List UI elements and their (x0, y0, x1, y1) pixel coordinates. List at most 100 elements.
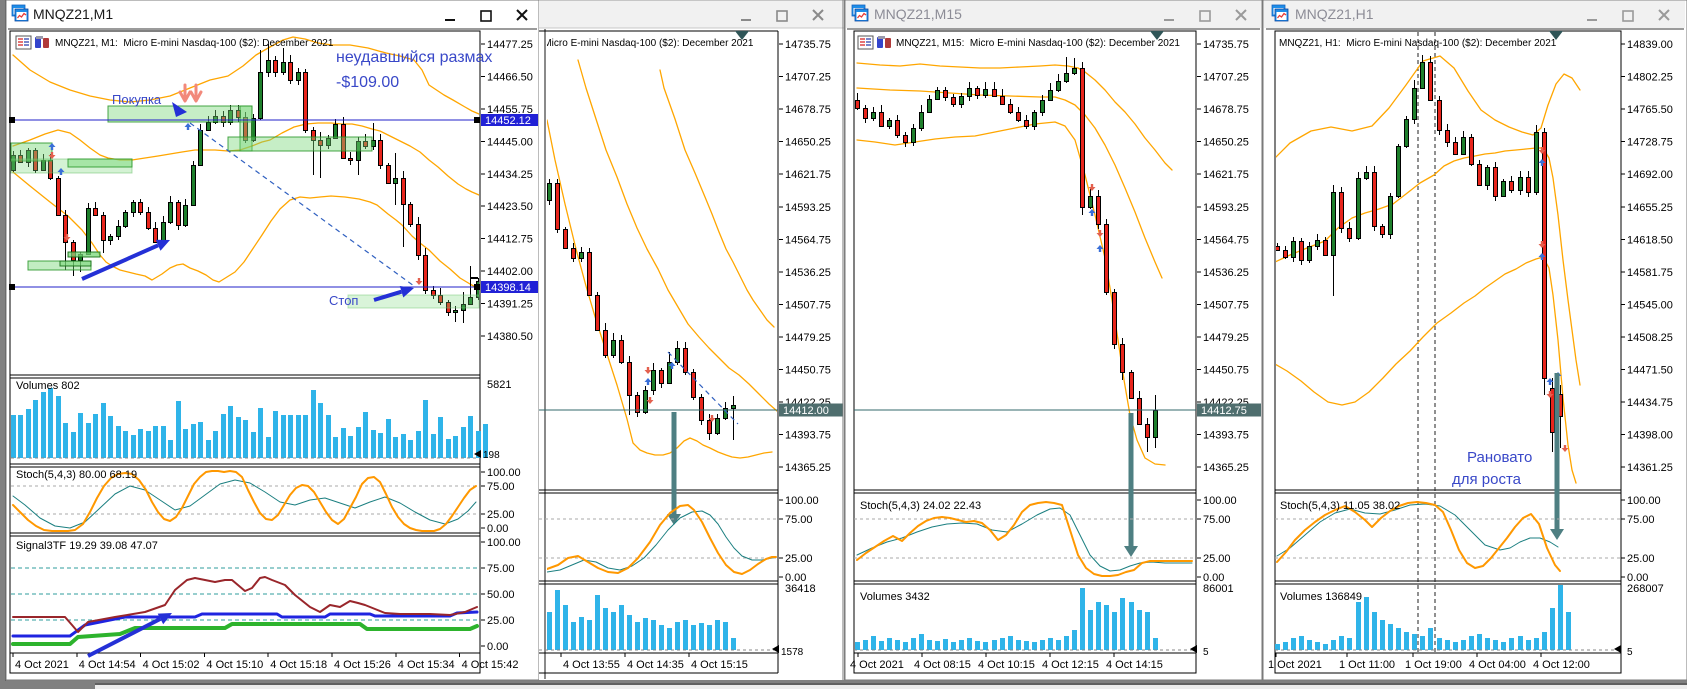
svg-text:14450.75: 14450.75 (785, 365, 831, 377)
svg-text:14452.12: 14452.12 (485, 115, 531, 127)
svg-text:4 Oct 15:02: 4 Oct 15:02 (143, 659, 200, 671)
svg-text:4 Oct 15:26: 4 Oct 15:26 (334, 659, 391, 671)
svg-text:Volumes 3432: Volumes 3432 (860, 591, 930, 603)
svg-text:14393.75: 14393.75 (785, 430, 831, 442)
svg-text:14650.25: 14650.25 (785, 137, 831, 149)
svg-text:0.00: 0.00 (785, 572, 806, 584)
svg-text:75.00: 75.00 (487, 481, 515, 493)
svg-text:14618.50: 14618.50 (1627, 234, 1673, 246)
svg-text:-$109.00: -$109.00 (336, 74, 399, 91)
svg-text:14839.00: 14839.00 (1627, 39, 1673, 51)
svg-text:14564.75: 14564.75 (785, 234, 831, 246)
svg-text:75.00: 75.00 (487, 563, 515, 575)
svg-text:14655.25: 14655.25 (1627, 202, 1673, 214)
svg-text:Volumes 136849: Volumes 136849 (1280, 591, 1362, 603)
svg-text:0.00: 0.00 (487, 641, 508, 653)
svg-text:1 Oct 11:00: 1 Oct 11:00 (1339, 659, 1395, 671)
svg-text:MNQZ21, H1: Micro E-mini Nasd: MNQZ21, H1: Micro E-mini Nasdaq-100 ($2)… (1279, 38, 1557, 49)
svg-text:14391.25: 14391.25 (487, 299, 533, 311)
svg-text:1 Oct 19:00: 1 Oct 19:00 (1405, 659, 1462, 671)
svg-text:Stoch(5,4,3) 80.00 68.19: Stoch(5,4,3) 80.00 68.19 (16, 469, 137, 481)
svg-text:25.00: 25.00 (487, 615, 515, 627)
svg-text:75.00: 75.00 (785, 514, 813, 526)
svg-text:268007: 268007 (1627, 583, 1664, 595)
svg-text:100.00: 100.00 (487, 537, 521, 549)
svg-text:для роста: для роста (1452, 471, 1522, 488)
svg-text:14621.75: 14621.75 (1203, 169, 1249, 181)
svg-text:14536.25: 14536.25 (785, 267, 831, 279)
svg-text:14434.75: 14434.75 (1627, 397, 1673, 409)
svg-text:Stoch(5,4,3) 24.02 22.43: Stoch(5,4,3) 24.02 22.43 (860, 500, 981, 512)
svg-text:14735.75: 14735.75 (785, 39, 831, 51)
svg-text:4 Oct 14:54: 4 Oct 14:54 (79, 659, 136, 671)
svg-text:14466.50: 14466.50 (487, 71, 533, 83)
svg-text:14735.75: 14735.75 (1203, 39, 1249, 51)
svg-text:14765.50: 14765.50 (1627, 104, 1673, 116)
svg-text:100.00: 100.00 (487, 467, 521, 479)
svg-text:50.00: 50.00 (487, 589, 515, 601)
svg-text:Рановато: Рановато (1467, 449, 1532, 466)
svg-text:14692.00: 14692.00 (1627, 169, 1673, 181)
svg-text:Стоп: Стоп (329, 293, 358, 308)
svg-text:MNQZ21,M1: MNQZ21,M1 (33, 6, 113, 22)
svg-text:14450.75: 14450.75 (1203, 365, 1249, 377)
svg-text:25.00: 25.00 (487, 509, 515, 521)
svg-text:14650.25: 14650.25 (1203, 137, 1249, 149)
svg-text:14477.25: 14477.25 (487, 39, 533, 51)
svg-text:14545.00: 14545.00 (1627, 299, 1673, 311)
svg-text:14412.75: 14412.75 (487, 234, 533, 246)
svg-text:4 Oct 12:00: 4 Oct 12:00 (1533, 659, 1590, 671)
svg-text:Stoch(5,4,3) 11.05 38.02: Stoch(5,4,3) 11.05 38.02 (1280, 500, 1400, 512)
svg-text:14802.25: 14802.25 (1627, 72, 1673, 84)
svg-text:MNQZ21,H1: MNQZ21,H1 (1295, 6, 1374, 22)
svg-text:MNQZ21,M15: MNQZ21,M15 (874, 6, 962, 22)
svg-text:14479.25: 14479.25 (1203, 332, 1249, 344)
svg-text:4 Oct 2021: 4 Oct 2021 (850, 659, 904, 671)
svg-text:4 Oct 08:15: 4 Oct 08:15 (914, 659, 971, 671)
svg-text:0.00: 0.00 (1203, 572, 1224, 584)
svg-text:14361.25: 14361.25 (1627, 462, 1673, 474)
svg-text:14707.25: 14707.25 (1203, 72, 1249, 84)
svg-text:4 Oct 2021: 4 Oct 2021 (15, 659, 69, 671)
svg-text:14621.75: 14621.75 (785, 169, 831, 181)
svg-text:75.00: 75.00 (1203, 514, 1231, 526)
svg-text:14393.75: 14393.75 (1203, 430, 1249, 442)
svg-text:Volumes 802: Volumes 802 (16, 380, 80, 392)
svg-text:4 Oct 15:42: 4 Oct 15:42 (462, 659, 519, 671)
svg-text:1 Oct 2021: 1 Oct 2021 (1268, 659, 1322, 671)
svg-text:MNQZ21, M5: Micro E-mini Nasd: MNQZ21, M5: Micro E-mini Nasdaq-100 ($2)… (475, 38, 754, 49)
svg-text:14678.75: 14678.75 (1203, 104, 1249, 116)
svg-text:14507.75: 14507.75 (785, 299, 831, 311)
svg-text:14508.25: 14508.25 (1627, 332, 1673, 344)
svg-text:1578: 1578 (781, 647, 804, 658)
svg-text:14479.25: 14479.25 (785, 332, 831, 344)
svg-text:4 Oct 10:15: 4 Oct 10:15 (978, 659, 1035, 671)
svg-text:14445.00: 14445.00 (487, 136, 533, 148)
svg-text:100.00: 100.00 (1203, 495, 1237, 507)
svg-text:100.00: 100.00 (1627, 495, 1661, 507)
svg-text:4 Oct 12:15: 4 Oct 12:15 (1042, 659, 1099, 671)
svg-text:14365.25: 14365.25 (1203, 462, 1249, 474)
svg-text:75.00: 75.00 (1627, 514, 1655, 526)
svg-text:4 Oct 14:15: 4 Oct 14:15 (1106, 659, 1163, 671)
svg-text:4 Oct 04:00: 4 Oct 04:00 (1469, 659, 1526, 671)
svg-text:5: 5 (1203, 647, 1209, 658)
svg-text:25.00: 25.00 (785, 553, 813, 565)
svg-text:14423.50: 14423.50 (487, 201, 533, 213)
svg-text:14581.75: 14581.75 (1627, 267, 1673, 279)
svg-text:14434.25: 14434.25 (487, 169, 533, 181)
svg-text:5821: 5821 (487, 379, 511, 391)
svg-text:14412.75: 14412.75 (1201, 405, 1247, 417)
svg-text:14507.75: 14507.75 (1203, 299, 1249, 311)
svg-text:100.00: 100.00 (785, 495, 819, 507)
svg-text:5: 5 (1627, 647, 1633, 658)
svg-text:86001: 86001 (1203, 583, 1234, 595)
svg-text:14564.75: 14564.75 (1203, 234, 1249, 246)
svg-text:MNQZ21, M1: Micro E-mini Nasd: MNQZ21, M1: Micro E-mini Nasdaq-100 ($2)… (55, 38, 334, 49)
svg-text:25.00: 25.00 (1203, 553, 1231, 565)
svg-text:14365.25: 14365.25 (785, 462, 831, 474)
svg-text:198: 198 (483, 450, 500, 461)
svg-text:25.00: 25.00 (1627, 553, 1655, 565)
svg-text:Signal3TF 19.29 39.08 47.07: Signal3TF 19.29 39.08 47.07 (16, 540, 158, 552)
svg-text:14728.75: 14728.75 (1627, 137, 1673, 149)
